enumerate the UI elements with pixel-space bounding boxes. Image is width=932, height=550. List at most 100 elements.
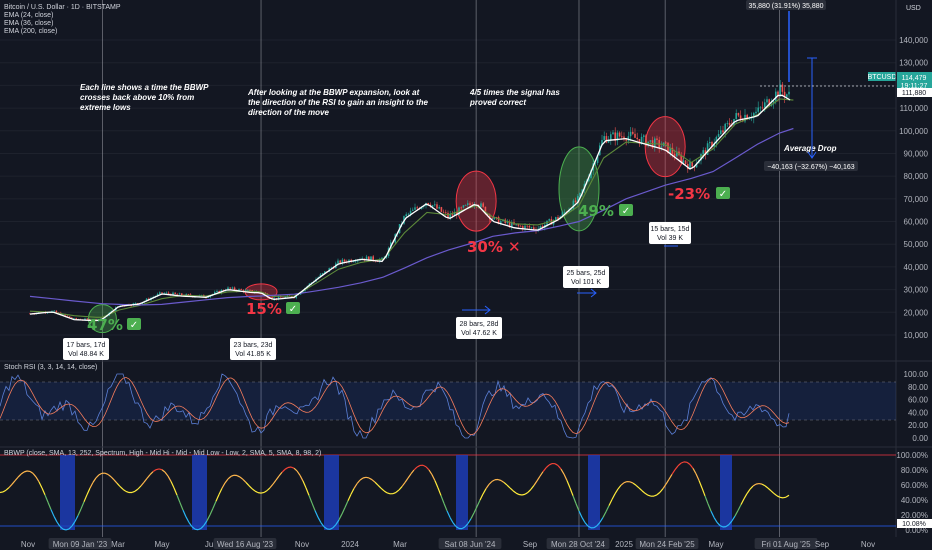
candle-body	[343, 259, 346, 262]
candle-body	[779, 84, 781, 97]
bbwp-segment	[152, 469, 157, 473]
bbwp-segment	[596, 521, 601, 527]
currency-label: USD	[906, 5, 921, 12]
candle-body	[590, 170, 592, 179]
bbwp-segment	[65, 528, 70, 531]
candle-body	[702, 150, 704, 155]
bbwp-segment	[770, 490, 775, 494]
candle-body	[302, 290, 304, 293]
price-tick: 140,000	[899, 36, 928, 45]
candle-body	[227, 287, 229, 291]
bbwp-segment	[164, 471, 169, 477]
candle-body	[563, 211, 566, 213]
btcusd-tag	[868, 72, 896, 81]
bbwp-segment	[158, 468, 163, 471]
bbwp-segment	[119, 486, 124, 490]
bbwp-segment	[242, 479, 247, 483]
bbwp-low-bar	[195, 455, 198, 530]
bbwp-segment	[59, 525, 64, 530]
bbwp-segment	[416, 464, 421, 468]
bbwp-segment	[467, 518, 472, 524]
bbwp-segment	[554, 463, 559, 467]
bbwp-segment	[143, 477, 148, 483]
price-tick: 130,000	[899, 59, 928, 68]
line-price-tag	[897, 88, 932, 97]
bbwp-segment	[383, 490, 388, 494]
price-tick: 90,000	[904, 149, 929, 158]
bbwp-segment	[677, 462, 682, 467]
price-tick: 10,000	[904, 331, 929, 340]
bbwp-segment	[92, 477, 97, 483]
candle-body	[517, 224, 520, 226]
candle-body	[665, 142, 667, 144]
stoch-k-line	[0, 373, 790, 439]
bbwp-segment	[728, 520, 733, 525]
drop-measure-box	[764, 161, 858, 171]
svg-text:23 bars, 23d: 23 bars, 23d	[234, 342, 273, 349]
bbwp-segment	[461, 526, 466, 530]
candle-body	[291, 296, 293, 298]
duration-arrow-4	[577, 288, 597, 298]
candle-body	[145, 298, 148, 302]
bbwp-segment	[584, 522, 589, 527]
candle-body	[134, 303, 137, 304]
bbwp-segment	[341, 507, 346, 515]
bbwp-segment	[290, 466, 295, 469]
bbwp-segment	[239, 476, 244, 480]
bbwp-segment	[779, 496, 784, 499]
bbwp-segment	[89, 482, 94, 489]
time-tick: Nov	[861, 540, 875, 549]
bbwp-segment	[629, 481, 634, 484]
bbwp-segment	[785, 494, 790, 498]
bbwp-segment	[776, 495, 781, 498]
bbwp-segment	[131, 490, 136, 494]
candle-body	[497, 217, 500, 224]
candle-body	[71, 317, 73, 319]
signal-4-check-icon	[619, 204, 633, 216]
time-axis[interactable]: Nov Mon 09 Jan '23 Mar May Jul Wed 16 Aug '23…	[21, 538, 875, 549]
candle-body	[64, 314, 66, 316]
info-box-4: 25 bars, 25d Vol 101 K	[563, 266, 609, 288]
candle-body	[682, 160, 685, 163]
candle-body	[614, 132, 616, 141]
candle-body	[405, 214, 407, 217]
bbwp-segment	[329, 527, 334, 530]
info-box-1: 17 bars, 17d Vol 48.84 K	[63, 338, 109, 360]
price-axis[interactable]: 140,000130,000120,000110,000100,00090,00…	[899, 36, 928, 340]
candle-body	[511, 222, 513, 228]
candle-body	[783, 91, 786, 97]
bbwp-lines	[0, 455, 790, 531]
bbwp-segment	[335, 519, 340, 525]
bbwp-segment	[350, 488, 355, 495]
stoch-d-line	[0, 376, 790, 436]
price-tick: 80,000	[904, 172, 929, 181]
bbwp-segment	[29, 470, 34, 474]
bbwp-segment	[284, 466, 289, 470]
candle-body	[759, 107, 762, 109]
bbwp-segment	[680, 461, 685, 464]
candle-body	[214, 291, 216, 295]
stoch-tick: 100.00	[904, 370, 929, 379]
bbwp-tick: 20.00%	[901, 511, 928, 520]
bbwp-low-bar	[63, 455, 66, 530]
bbwp-segment	[206, 514, 211, 521]
bbwp-low-bar	[60, 455, 63, 530]
price-grid	[0, 39, 896, 336]
bbwp-segment	[476, 499, 481, 507]
candle-body	[229, 287, 231, 289]
bbwp-segment	[191, 526, 196, 530]
candle-body	[557, 217, 559, 220]
bbwp-segment	[503, 481, 508, 486]
candle-body	[720, 130, 722, 135]
candle-body	[55, 310, 58, 313]
candle-body	[528, 226, 531, 228]
candle-body	[412, 209, 414, 211]
bbwp-segment	[482, 488, 487, 495]
bbwp-segment	[704, 495, 709, 505]
candle-body	[207, 297, 209, 298]
annotation-rsi-direction: After looking at the BBWP expansion, loo…	[247, 88, 430, 117]
bbwp-segment	[452, 522, 457, 527]
bbwp-segment	[173, 487, 178, 496]
bbwp-segment	[620, 482, 625, 486]
candle-body	[519, 225, 522, 227]
